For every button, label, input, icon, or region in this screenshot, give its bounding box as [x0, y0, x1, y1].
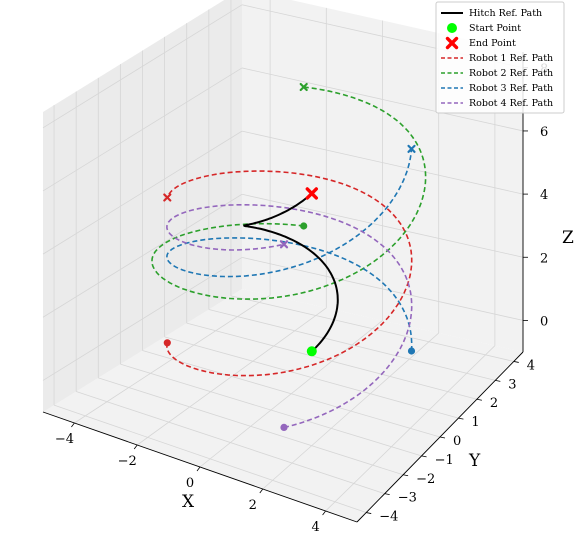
x-tick-label: −4: [55, 432, 74, 447]
y-axis-label: Y: [468, 451, 481, 471]
x-tick-mark: [259, 488, 264, 494]
z-tick-label: 2: [540, 251, 548, 266]
y-tick-mark: [513, 361, 519, 363]
y-tick-mark: [476, 398, 482, 401]
z-tick-label: 4: [540, 188, 548, 203]
legend-start-label: Start Point: [469, 23, 521, 34]
y-tick-mark: [495, 379, 501, 382]
gridline: [164, 336, 459, 419]
y-tick-mark: [421, 455, 427, 458]
robot-2-path: [151, 86, 427, 300]
legend-robot1-label: Robot 1 Ref. Path: [469, 53, 553, 64]
y-tick-label: −4: [379, 510, 398, 525]
gridline: [98, 377, 404, 476]
hitch-path: [243, 192, 339, 353]
y-tick-label: −3: [398, 491, 417, 506]
y-tick-label: 1: [471, 415, 479, 430]
legend: Hitch Ref. Path Start Point End Point Ro…: [435, 1, 565, 114]
legend-end-marker: [445, 36, 459, 50]
robot-3-end-marker: [407, 144, 416, 153]
robot-1-start-marker: [163, 339, 171, 347]
gridline: [230, 295, 514, 362]
x-tick-mark: [322, 510, 326, 516]
x-tick-label: −2: [118, 454, 137, 469]
y-tick-mark: [384, 493, 390, 496]
x-tick-label: 2: [249, 498, 257, 513]
z-tick-label: 6: [540, 125, 548, 140]
robot-1-end-marker: [163, 193, 172, 202]
gridline: [241, 257, 524, 321]
gridline: [42, 67, 243, 192]
x-tick-label: 4: [311, 520, 319, 535]
legend-robot2-label: Robot 2 Ref. Path: [469, 68, 553, 79]
robot-1-path: [166, 170, 413, 377]
x-tick-label: 0: [186, 476, 194, 491]
gridline: [241, 130, 524, 195]
legend-frame: [435, 1, 565, 114]
gridline: [53, 404, 367, 513]
x-tick-mark: [133, 444, 138, 450]
y-tick-label: 4: [527, 358, 535, 373]
gridline: [42, 257, 243, 381]
z-axis-label: Z: [562, 228, 574, 248]
gridline: [42, 193, 243, 318]
x-tick-mark: [196, 466, 201, 472]
robot-4-end-marker: [279, 240, 289, 249]
y-tick-label: −2: [416, 472, 435, 487]
legend-robot3-label: Robot 3 Ref. Path: [469, 83, 553, 94]
floor-pane: [43, 289, 523, 522]
y-tick-mark: [403, 474, 409, 477]
legend-end-label: End Point: [469, 38, 516, 49]
gridline: [241, 67, 524, 132]
robot-2-start-marker: [300, 222, 308, 230]
x-tick-mark: [71, 422, 75, 428]
gridline: [42, 130, 243, 255]
y-tick-mark: [366, 512, 372, 514]
gridline: [76, 391, 385, 495]
legend-robot4-label: Robot 4 Ref. Path: [469, 98, 553, 109]
gridline: [208, 309, 496, 381]
gridline: [42, 4, 243, 129]
legend-start-marker: [447, 23, 457, 33]
y-tick-label: 2: [490, 396, 498, 411]
gridline: [142, 350, 441, 438]
y-tick-mark: [458, 417, 464, 420]
robot-3-start-marker: [407, 347, 416, 355]
legend-hitch-label: Hitch Ref. Path: [469, 8, 542, 19]
gridline: [120, 363, 422, 457]
robot-2-end-marker: [299, 82, 308, 92]
hitch-end-marker: [305, 187, 318, 200]
y-tick-label: 3: [508, 377, 516, 392]
y-tick-mark: [439, 436, 446, 439]
y-tick-label: −1: [435, 453, 454, 468]
z-tick-label: 0: [540, 314, 548, 329]
gridline: [241, 193, 524, 258]
robot-4-path: [166, 204, 413, 429]
gridline: [186, 322, 477, 400]
data-series: [151, 82, 427, 431]
robot-4-start-marker: [280, 423, 288, 431]
x-axis-label: X: [182, 492, 195, 512]
y-tick-label: 0: [453, 434, 461, 449]
robot-3-path: [166, 148, 413, 352]
hitch-start-marker: [306, 346, 317, 357]
